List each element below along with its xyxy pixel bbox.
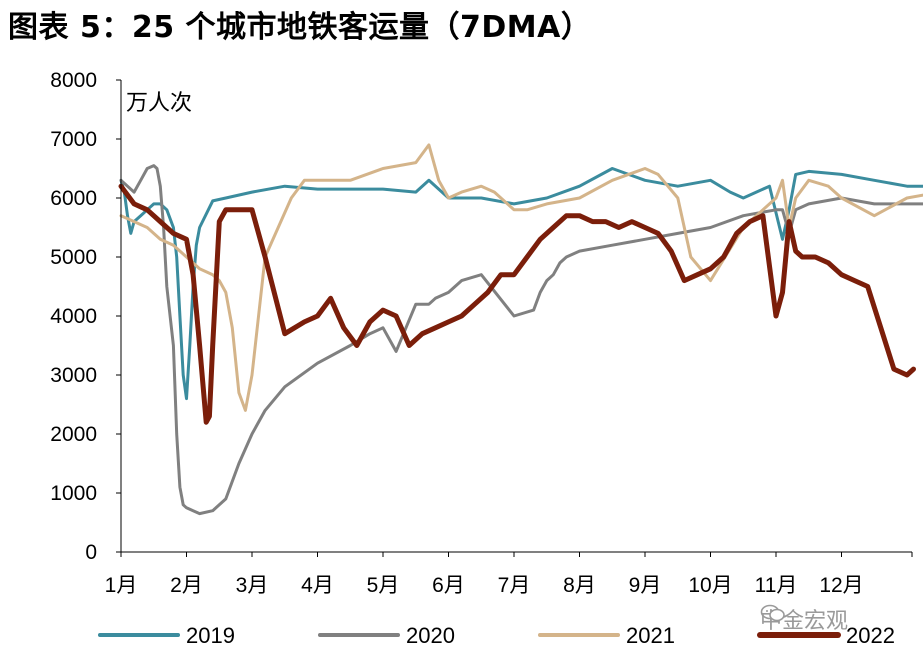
y-tick-label: 7000 [50, 128, 97, 151]
x-tick-label: 4月 [301, 574, 334, 597]
legend-label-2020: 2020 [406, 623, 455, 648]
x-tick-label: 1月 [105, 574, 138, 597]
legend-label-2019: 2019 [186, 623, 235, 648]
wechat-icon [760, 604, 785, 622]
legend-label-2021: 2021 [626, 623, 675, 648]
x-tick-label: 5月 [367, 574, 400, 597]
series-line-2019 [119, 167, 923, 401]
x-tick-label: 2月 [170, 574, 203, 597]
x-tick-label: 10月 [688, 574, 732, 597]
chart-title: 图表 5：25 个城市地铁客运量（7DMA） [8, 10, 592, 45]
series-line-2021 [119, 143, 923, 412]
y-tick-label: 5000 [50, 246, 97, 269]
x-tick-label: 8月 [563, 574, 596, 597]
watermark: 中金宏观 [760, 603, 848, 635]
x-tick-label: 12月 [819, 574, 863, 597]
legend-label-2022: 2022 [846, 623, 895, 648]
series-line-2022 [118, 183, 916, 425]
y-axis-unit-label: 万人次 [126, 91, 193, 116]
series-line-2020 [119, 164, 923, 516]
x-tick-label: 11月 [755, 574, 798, 597]
x-tick-label: 9月 [629, 574, 662, 597]
y-tick-label: 1000 [50, 482, 97, 505]
y-tick-label: 2000 [50, 423, 97, 446]
x-tick-label: 3月 [236, 574, 269, 597]
series-layer [118, 143, 923, 516]
x-tick-label: 6月 [432, 574, 465, 597]
y-tick-label: 3000 [50, 364, 97, 387]
y-tick-label: 0 [85, 541, 97, 564]
legend: 2019 2020 2021 2022 [98, 623, 895, 648]
y-tick-label: 4000 [50, 305, 97, 328]
x-tick-label: 7月 [498, 574, 531, 597]
y-tick-label: 6000 [50, 187, 97, 210]
y-tick-label: 8000 [50, 69, 97, 92]
